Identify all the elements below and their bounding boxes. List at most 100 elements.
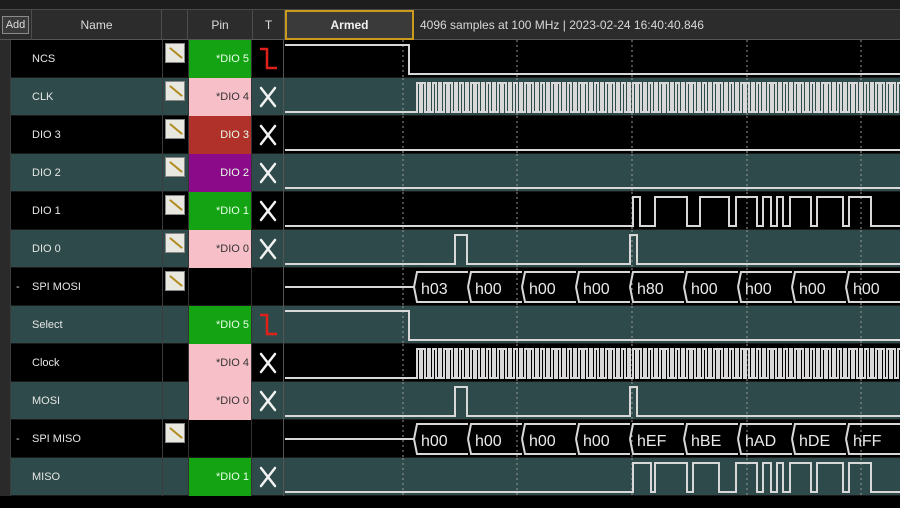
channel-name[interactable]: DIO 2: [32, 167, 61, 179]
miso-trace: [285, 462, 900, 493]
spi-miso-bus-segment-bottom: [467, 438, 522, 455]
spi-mosi-bus-value: h00: [529, 281, 556, 298]
collapse-toggle[interactable]: -: [16, 281, 20, 293]
spi-miso-bus-segment-top: [737, 423, 792, 440]
trigger-ignore-icon[interactable]: [253, 154, 284, 192]
spi-miso-bus-segment-top: [629, 423, 684, 440]
channel-row[interactable]: DIO 1 *DIO 1: [0, 192, 900, 230]
column-divider: [162, 40, 163, 78]
pin-select[interactable]: *DIO 4: [188, 78, 252, 116]
channel-row[interactable]: Select *DIO 5: [0, 306, 900, 344]
trigger-ignore-icon[interactable]: [253, 192, 284, 230]
channel-name[interactable]: Select: [32, 319, 63, 331]
column-divider: [162, 382, 163, 420]
pin-select[interactable]: *DIO 5: [188, 40, 252, 78]
trigger-ignore-icon[interactable]: [253, 344, 284, 382]
edit-note-icon[interactable]: [165, 119, 185, 139]
row-gutter: [0, 458, 11, 496]
pin-select[interactable]: *DIO 4: [188, 344, 252, 382]
pin-select[interactable]: *DIO 1: [188, 192, 252, 230]
add-button[interactable]: Add: [2, 16, 29, 34]
column-divider: [162, 420, 163, 458]
spi-mosi-bus-value: h80: [637, 281, 664, 298]
channel-row[interactable]: DIO 3 DIO 3: [0, 116, 900, 154]
spi-miso-bus-value: hDE: [799, 433, 830, 450]
waveform-trace: h03 h00 h00 h00 h80 h00 h00 h00 h00: [285, 268, 900, 306]
spi-miso-bus-segment-bottom: [737, 438, 792, 455]
channel-name[interactable]: CLK: [32, 91, 54, 103]
armed-status-button[interactable]: Armed: [285, 10, 414, 40]
channel-name[interactable]: MOSI: [32, 395, 61, 407]
pin-select[interactable]: DIO 2: [188, 154, 252, 192]
trigger-falling-edge-icon[interactable]: [253, 306, 284, 344]
channel-name[interactable]: Clock: [32, 357, 60, 369]
capture-status: 4096 samples at 100 MHz | 2023-02-24 16:…: [420, 18, 704, 32]
channel-name[interactable]: MISO: [32, 471, 61, 483]
pin-select[interactable]: *DIO 1: [188, 458, 252, 496]
spi-mosi-bus-segment: h00: [791, 271, 846, 303]
channel-row[interactable]: Clock *DIO 4: [0, 344, 900, 382]
channel-row[interactable]: DIO 2 DIO 2: [0, 154, 900, 192]
channel-name[interactable]: DIO 3: [32, 129, 61, 141]
channel-row[interactable]: CLK *DIO 4: [0, 78, 900, 116]
trigger-ignore-icon[interactable]: [253, 78, 284, 116]
waveform-trace: h00 h00 h00 h00 hEF hBE hAD hDE hFF: [285, 420, 900, 458]
pin-select[interactable]: DIO 3: [188, 116, 252, 154]
spi-miso-bus-value: h00: [421, 433, 448, 450]
edit-note-icon[interactable]: [165, 43, 185, 63]
edit-note-icon[interactable]: [165, 157, 185, 177]
spi-miso-bus-segment: hAD: [737, 423, 792, 455]
spi-mosi-bus-segment-top: [629, 271, 684, 288]
collapse-toggle[interactable]: -: [16, 433, 20, 445]
channel-name[interactable]: DIO 1: [32, 205, 61, 217]
spi-mosi-bus-segment: h80: [629, 271, 684, 303]
spi-mosi-bus-segment-bottom: [737, 286, 792, 303]
channel-name[interactable]: SPI MISO: [32, 433, 81, 445]
edit-note-icon[interactable]: [165, 81, 185, 101]
spi-miso-bus-segment-bottom: [413, 438, 468, 455]
row-gutter: [0, 344, 11, 382]
pin-select[interactable]: *DIO 0: [188, 382, 252, 420]
spi-miso-bus-value: hFF: [853, 433, 882, 450]
x-glyph: [259, 162, 277, 184]
falling-edge-glyph: [260, 47, 277, 70]
spi-miso-bus-segment-bottom: [845, 438, 900, 455]
channel-row[interactable]: NCS *DIO 5: [0, 40, 900, 78]
trigger-ignore-icon[interactable]: [253, 382, 284, 420]
channel-row[interactable]: DIO 0 *DIO 0: [0, 230, 900, 268]
spi-miso-bus-value: h00: [583, 433, 610, 450]
channel-row[interactable]: MOSI *DIO 0: [0, 382, 900, 420]
channel-list: NCS *DIO 5 CLK *DIO 4 DIO 3 DIO 3 DIO 2 DIO 2 DI…: [0, 40, 900, 508]
pin-select[interactable]: [188, 420, 252, 458]
edit-note-icon[interactable]: [165, 423, 185, 443]
spi-mosi-bus-value: h00: [583, 281, 610, 298]
waveform-trace: [285, 344, 900, 382]
trigger-ignore-icon[interactable]: [253, 116, 284, 154]
channel-row[interactable]: - SPI MISO h00 h00 h00 h00 hEF hBE hAD hDE hFF: [0, 420, 900, 458]
mosi-trace: [285, 386, 900, 417]
channel-row[interactable]: - SPI MOSI h03 h00 h00 h00 h80 h00 h00 h00 h00: [0, 268, 900, 306]
header-name[interactable]: Name: [32, 10, 162, 40]
channel-row[interactable]: MISO *DIO 1: [0, 458, 900, 496]
trigger-ignore-icon[interactable]: [253, 458, 284, 496]
pin-select[interactable]: [188, 268, 252, 306]
channel-name[interactable]: SPI MOSI: [32, 281, 81, 293]
edit-note-icon[interactable]: [165, 195, 185, 215]
trigger-empty[interactable]: [253, 420, 284, 458]
trigger-ignore-icon[interactable]: [253, 230, 284, 268]
spi-miso-bus-segment-bottom: [575, 438, 630, 455]
trigger-falling-edge-icon[interactable]: [253, 40, 284, 78]
pin-select[interactable]: *DIO 5: [188, 306, 252, 344]
edit-note-icon[interactable]: [165, 271, 185, 291]
edit-note-icon[interactable]: [165, 233, 185, 253]
spi-miso-bus-segment: hDE: [791, 423, 846, 455]
spi-miso-bus-segment: hFF: [845, 423, 900, 455]
header-trigger[interactable]: T: [253, 10, 285, 40]
spi-miso-bus-segment-top: [683, 423, 738, 440]
channel-name[interactable]: NCS: [32, 53, 56, 65]
channel-name[interactable]: DIO 0: [32, 243, 61, 255]
pin-select[interactable]: *DIO 0: [188, 230, 252, 268]
header-pin[interactable]: Pin: [188, 10, 253, 40]
spi-miso-bus-segment-bottom: [629, 438, 684, 455]
trigger-empty[interactable]: [253, 268, 284, 306]
